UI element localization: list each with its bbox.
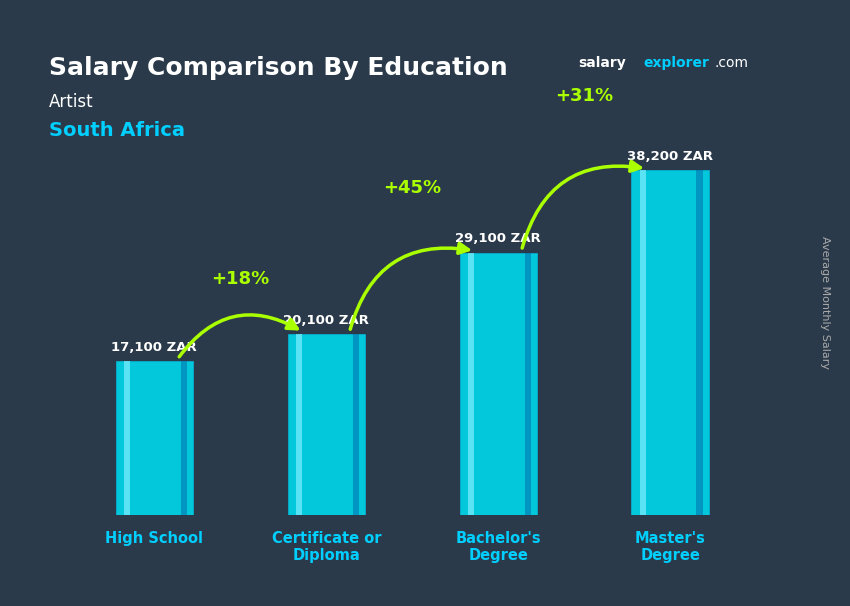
Bar	[287, 334, 365, 515]
Bar	[116, 361, 193, 515]
Text: .com: .com	[715, 56, 749, 70]
Text: 20,100 ZAR: 20,100 ZAR	[283, 313, 369, 327]
Text: 17,100 ZAR: 17,100 ZAR	[111, 341, 197, 353]
Bar	[181, 361, 187, 515]
Text: South Africa: South Africa	[49, 121, 185, 140]
Text: 29,100 ZAR: 29,100 ZAR	[456, 232, 541, 245]
Bar	[640, 170, 646, 515]
Text: +18%: +18%	[211, 270, 269, 288]
Text: Salary Comparison By Education: Salary Comparison By Education	[49, 56, 508, 81]
Bar	[632, 170, 709, 515]
Bar	[524, 253, 530, 515]
Text: Average Monthly Salary: Average Monthly Salary	[819, 236, 830, 370]
Bar	[353, 334, 359, 515]
Text: salary: salary	[579, 56, 626, 70]
Bar	[124, 361, 130, 515]
Bar	[696, 170, 703, 515]
Bar	[296, 334, 303, 515]
Text: 38,200 ZAR: 38,200 ZAR	[627, 150, 713, 163]
Text: Artist: Artist	[49, 93, 94, 111]
Bar	[460, 253, 537, 515]
Text: +45%: +45%	[383, 179, 441, 197]
Bar	[468, 253, 474, 515]
Text: explorer: explorer	[643, 56, 709, 70]
Text: +31%: +31%	[555, 87, 613, 105]
